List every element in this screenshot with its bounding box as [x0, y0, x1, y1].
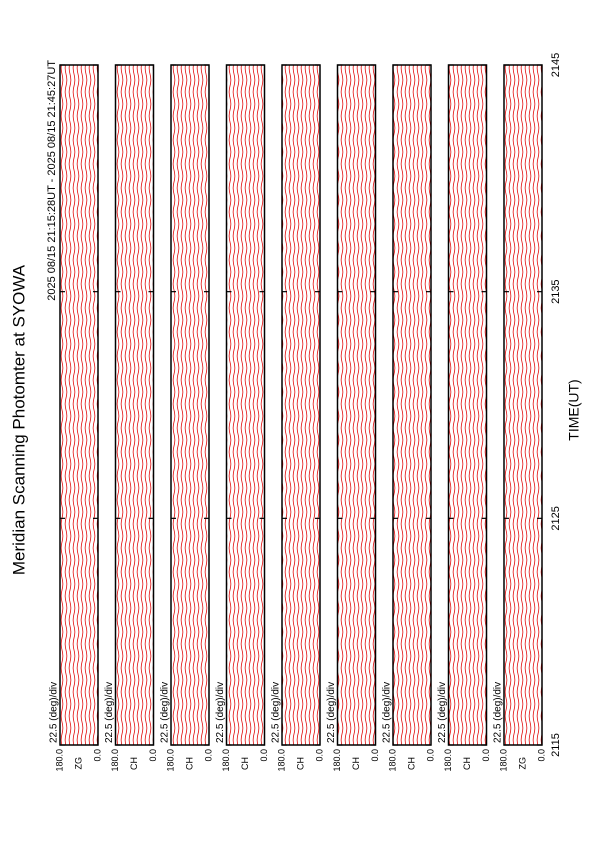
y-tick-label: 0.0 [203, 749, 213, 762]
y-tick-label: 180.0 [332, 749, 342, 772]
panel-scale-label: 22.5 (deg)/div [326, 682, 337, 743]
trace-area [337, 65, 376, 745]
channel-name: CH [351, 757, 361, 770]
panel-scale-label: 22.5 (deg)/div [160, 682, 171, 743]
y-tick-label: 0.0 [481, 749, 491, 762]
panel-frame [114, 64, 155, 746]
panel-frame [59, 64, 99, 746]
trace-area [504, 65, 542, 745]
trace-area [60, 65, 98, 745]
trace-area [171, 65, 209, 745]
panel-scale-label: 22.5 (deg)/div [271, 682, 282, 743]
panel-scale-label: 22.5 (deg)/div [493, 682, 504, 743]
y-tick-label: 0.0 [370, 749, 380, 762]
y-tick-label: 0.0 [536, 749, 546, 762]
y-tick-label: 180.0 [165, 749, 175, 772]
channel-name: CH [240, 757, 250, 770]
y-tick-label: 180.0 [110, 749, 120, 772]
y-tick-label: 180.0 [498, 749, 508, 772]
y-tick-label: 180.0 [54, 749, 64, 772]
panel-frame [281, 64, 321, 746]
trace-area [226, 65, 265, 745]
panel-frame [225, 64, 266, 746]
x-tick-label: 2145 [550, 53, 562, 77]
chart-subtitle: 2025 08/15 21:15:28UT - 2025 08/15 21:45… [46, 60, 58, 301]
x-tick-label: 2135 [550, 279, 562, 303]
panel-scale-label: 22.5 (deg)/div [382, 682, 393, 743]
panel-frame [392, 64, 432, 746]
channel-name: ZG [73, 757, 83, 770]
panel-frame [336, 64, 377, 746]
y-tick-label: 180.0 [276, 749, 286, 772]
channel-name: CH [129, 757, 139, 770]
y-tick-label: 0.0 [92, 749, 102, 762]
y-tick-label: 0.0 [148, 749, 158, 762]
panel-scale-label: 22.5 (deg)/div [215, 682, 226, 743]
panel-scale-label: 22.5 (deg)/div [104, 682, 115, 743]
trace-area [393, 65, 431, 745]
y-tick-label: 0.0 [314, 749, 324, 762]
y-tick-label: 180.0 [221, 749, 231, 772]
y-tick-label: 0.0 [259, 749, 269, 762]
panel-scale-label: 22.5 (deg)/div [437, 682, 448, 743]
channel-name: CH [406, 757, 416, 770]
trace-area [115, 65, 154, 745]
chart-title: Meridian Scanning Photomter at SYOWA [9, 264, 28, 575]
panel-scale-label: 22.5 (deg)/div [49, 682, 60, 743]
channel-name: ZG [517, 757, 527, 770]
trace-area [448, 65, 487, 745]
channel-name: CH [295, 757, 305, 770]
chart: Meridian Scanning Photomter at SYOWA 202… [9, 53, 581, 772]
x-axis-label: TIME(UT) [566, 379, 582, 440]
channel-name: CH [184, 757, 194, 770]
channel-name: CH [462, 757, 472, 770]
y-tick-label: 180.0 [443, 749, 453, 772]
panel-frame [503, 64, 543, 746]
y-tick-label: 180.0 [387, 749, 397, 772]
y-tick-label: 0.0 [425, 749, 435, 762]
trace-area [282, 65, 320, 745]
panel-frame [447, 64, 488, 746]
panel-frame [170, 64, 210, 746]
x-tick-label: 2125 [550, 506, 562, 530]
x-tick-label: 2115 [550, 733, 562, 757]
